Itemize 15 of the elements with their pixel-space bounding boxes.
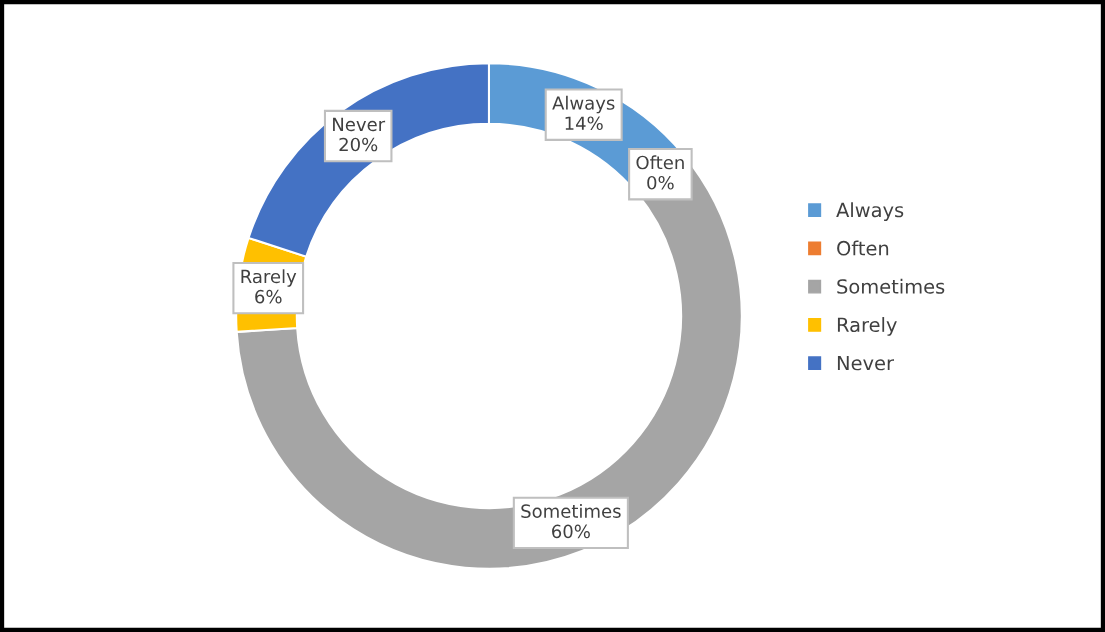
legend-label: Often <box>837 240 889 256</box>
slice-label: Rarely <box>241 269 297 287</box>
legend-label: Always <box>836 202 904 222</box>
legend-label: Never <box>837 355 895 371</box>
slice-label: Sometimes <box>521 504 621 518</box>
slice-label: Always <box>552 95 615 114</box>
legend-label: Sometimes <box>837 278 945 294</box>
text: 0% <box>647 175 674 190</box>
data-label: 6% <box>255 289 282 304</box>
data-label: 14% <box>565 116 603 131</box>
category-label: Often <box>636 155 684 170</box>
data-label: 60% <box>552 524 590 539</box>
legend-label: Rarely <box>837 317 897 336</box>
data-label: 20% <box>339 137 378 152</box>
slice-label: Never <box>333 117 386 132</box>
